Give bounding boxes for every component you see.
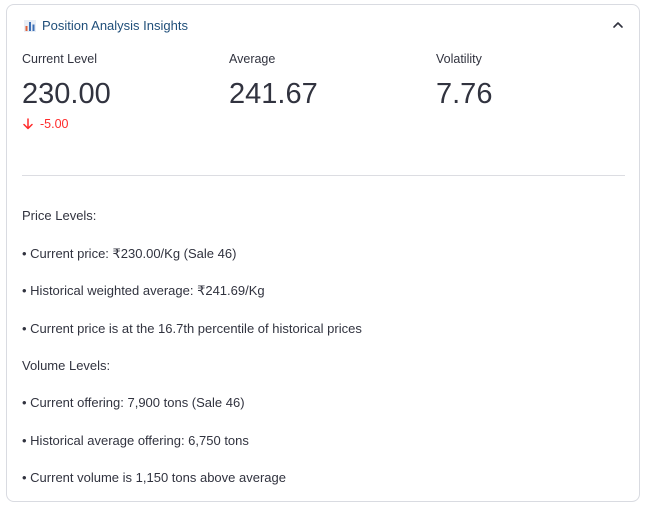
bar-chart-icon <box>24 20 36 32</box>
chevron-up-icon[interactable] <box>611 18 625 32</box>
metric-current-level: Current Level 230.00 -5.00 <box>22 51 222 132</box>
expander-header[interactable]: Position Analysis Insights <box>7 5 639 47</box>
insights-expander: Position Analysis Insights Current Level… <box>6 4 640 502</box>
metric-value: 241.67 <box>229 78 318 110</box>
metric-delta: -5.00 <box>22 116 222 132</box>
arrow-down-icon <box>23 118 33 130</box>
metric-average: Average 241.67 <box>229 51 429 112</box>
expander-title: Position Analysis Insights <box>42 18 188 33</box>
list-item: • Current price is at the 16.7th percent… <box>22 321 362 336</box>
price-levels-heading: Price Levels: <box>22 208 97 223</box>
list-item: • Current offering: 7,900 tons (Sale 46) <box>22 395 245 410</box>
metric-label: Volatility <box>436 52 482 66</box>
metric-delta-value: -5.00 <box>40 117 69 131</box>
metric-value: 230.00 <box>22 78 111 110</box>
list-item: • Historical average offering: 6,750 ton… <box>22 433 249 448</box>
metric-value: 7.76 <box>436 78 493 110</box>
metric-label: Average <box>229 52 276 66</box>
list-item: • Historical weighted average: ₹241.69/K… <box>22 283 265 298</box>
metric-label: Current Level <box>22 52 98 66</box>
volume-levels-heading: Volume Levels: <box>22 358 111 373</box>
metric-volatility: Volatility 7.76 <box>436 51 636 112</box>
list-item: • Current volume is 1,150 tons above ave… <box>22 470 286 485</box>
list-item: • Current price: ₹230.00/Kg (Sale 46) <box>22 246 237 261</box>
divider <box>22 175 625 176</box>
